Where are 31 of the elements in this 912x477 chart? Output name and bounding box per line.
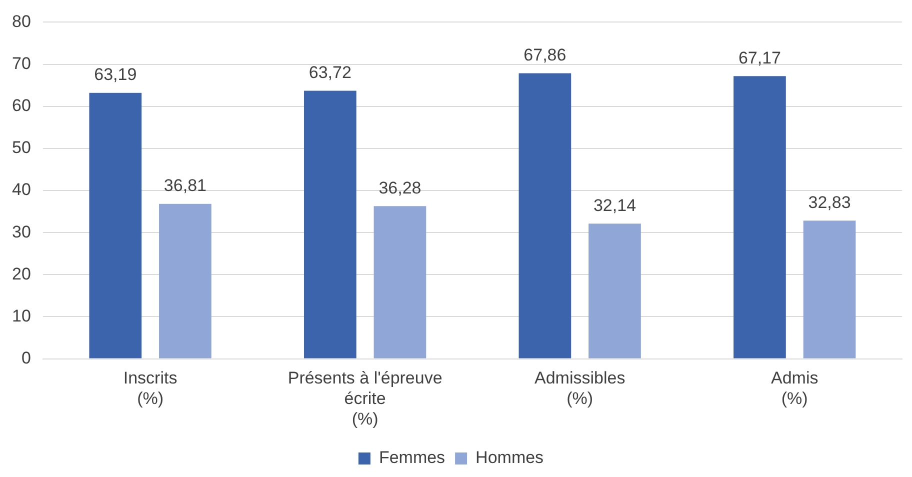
bar	[803, 220, 856, 358]
data-label: 36,81	[164, 176, 206, 196]
bar	[89, 92, 142, 358]
data-label: 36,28	[378, 178, 422, 198]
x-tick-label: Présents à l'épreuve écrite (%)	[288, 368, 442, 428]
y-tick-label: 60	[12, 96, 31, 116]
legend-label: Hommes	[476, 448, 544, 468]
legend-label: Femmes	[378, 448, 446, 468]
bar	[588, 224, 641, 358]
bar	[374, 206, 426, 358]
y-tick-label: 20	[12, 264, 31, 284]
bar	[304, 90, 356, 358]
y-tick-label: 40	[12, 180, 31, 200]
y-tick-label: 80	[12, 12, 31, 31]
y-tick-label: 10	[12, 306, 31, 326]
bar	[518, 73, 572, 358]
x-tick-label: Admissibles (%)	[534, 368, 626, 408]
data-label: 32,83	[808, 192, 851, 212]
y-tick-label: 0	[21, 348, 31, 368]
x-tick-label: Admis (%)	[770, 368, 818, 408]
y-tick-label: 50	[12, 138, 31, 158]
bar	[734, 76, 786, 358]
data-label: 67,86	[524, 45, 566, 64]
bar	[159, 204, 212, 358]
data-label: 32,14	[593, 196, 636, 215]
data-label: 63,72	[308, 62, 352, 82]
x-tick-label: Inscrits (%)	[123, 368, 178, 408]
data-label: 63,19	[94, 65, 137, 84]
y-tick-label: 70	[12, 54, 31, 73]
y-tick-label: 30	[12, 222, 31, 242]
data-label: 67,17	[738, 48, 781, 68]
